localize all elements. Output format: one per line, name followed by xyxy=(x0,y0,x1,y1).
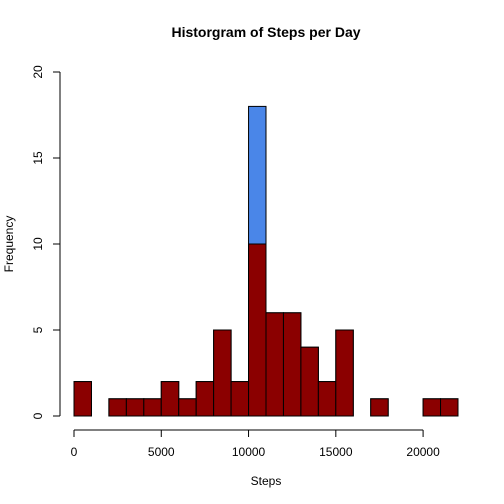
histogram-bar-series-1-bin-14 xyxy=(318,382,335,416)
x-tick-label: 10000 xyxy=(232,445,266,459)
x-tick-label: 20000 xyxy=(406,445,440,459)
chart-title: Historgram of Steps per Day xyxy=(171,24,360,40)
y-tick-label: 0 xyxy=(31,412,45,419)
histogram-bar-series-1-bin-8 xyxy=(214,330,231,416)
x-tick-label: 15000 xyxy=(319,445,353,459)
histogram-bar-series-1-bin-5 xyxy=(161,382,178,416)
histogram-bar-series-1-bin-0 xyxy=(74,382,91,416)
x-tick-label: 5000 xyxy=(148,445,175,459)
histogram-bar-series-1-bin-9 xyxy=(231,382,248,416)
histogram-bar-series-1-bin-3 xyxy=(126,399,143,416)
histogram-bar-series-1-bin-21 xyxy=(441,399,458,416)
y-tick-label: 20 xyxy=(31,65,45,79)
y-axis: 0 5 10 15 20 xyxy=(31,65,60,419)
x-axis: 0 5000 10000 15000 20000 xyxy=(71,430,440,459)
x-tick-label: 0 xyxy=(71,445,78,459)
histogram-bar-series-1-bin-7 xyxy=(196,382,213,416)
histogram-bar-series-1-bin-6 xyxy=(179,399,196,416)
histogram-bar-series-1-bin-10 xyxy=(249,244,266,416)
y-tick-label: 10 xyxy=(31,237,45,251)
histogram-bar-series-1-bin-4 xyxy=(144,399,161,416)
histogram-bar-series-1-bin-13 xyxy=(301,347,318,416)
bars-group xyxy=(74,106,458,416)
x-axis-label: Steps xyxy=(251,474,282,488)
y-tick-label: 15 xyxy=(31,151,45,165)
histogram-bar-series-1-bin-17 xyxy=(371,399,388,416)
histogram-bar-series-1-bin-15 xyxy=(336,330,353,416)
histogram-bar-series-1-bin-12 xyxy=(283,313,300,416)
histogram-bar-series-1-bin-11 xyxy=(266,313,283,416)
histogram-bar-series-1-bin-20 xyxy=(423,399,440,416)
y-tick-label: 5 xyxy=(31,326,45,333)
y-axis-label: Frequency xyxy=(2,216,16,273)
histogram-bar-series-1-bin-2 xyxy=(109,399,126,416)
